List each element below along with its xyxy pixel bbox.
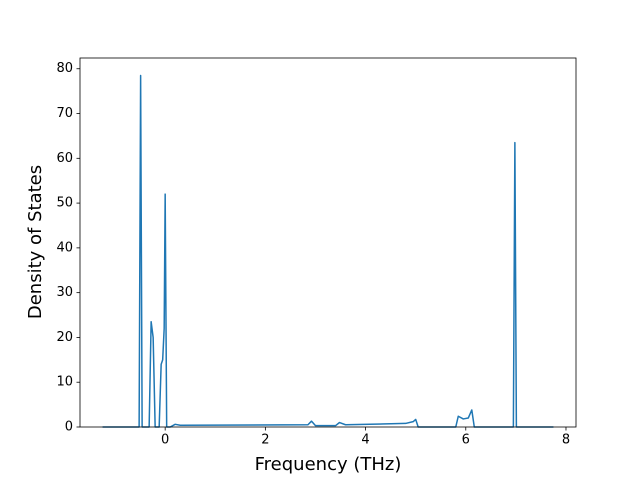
x-tick-label: 8 bbox=[562, 433, 570, 448]
y-tick-label: 70 bbox=[56, 106, 73, 121]
y-tick-label: 30 bbox=[56, 285, 73, 300]
y-tick-label: 10 bbox=[56, 375, 73, 390]
y-tick-label: 20 bbox=[56, 330, 73, 345]
line bbox=[102, 74, 554, 428]
plot-frame bbox=[79, 57, 577, 428]
x-tick-label: 0 bbox=[161, 433, 169, 448]
y-tick-label: 80 bbox=[56, 61, 73, 76]
x-tick-label: 2 bbox=[261, 433, 269, 448]
y-tick-label: 50 bbox=[56, 196, 73, 211]
y-tick-label: 40 bbox=[56, 240, 73, 255]
y-tick-label: 60 bbox=[56, 151, 73, 166]
y-tick-label: 0 bbox=[65, 420, 73, 435]
y-axis-label: Density of States bbox=[25, 165, 46, 319]
x-axis-label: Frequency (THz) bbox=[255, 454, 402, 475]
x-tick-label: 4 bbox=[361, 433, 369, 448]
x-tick-label: 6 bbox=[462, 433, 470, 448]
